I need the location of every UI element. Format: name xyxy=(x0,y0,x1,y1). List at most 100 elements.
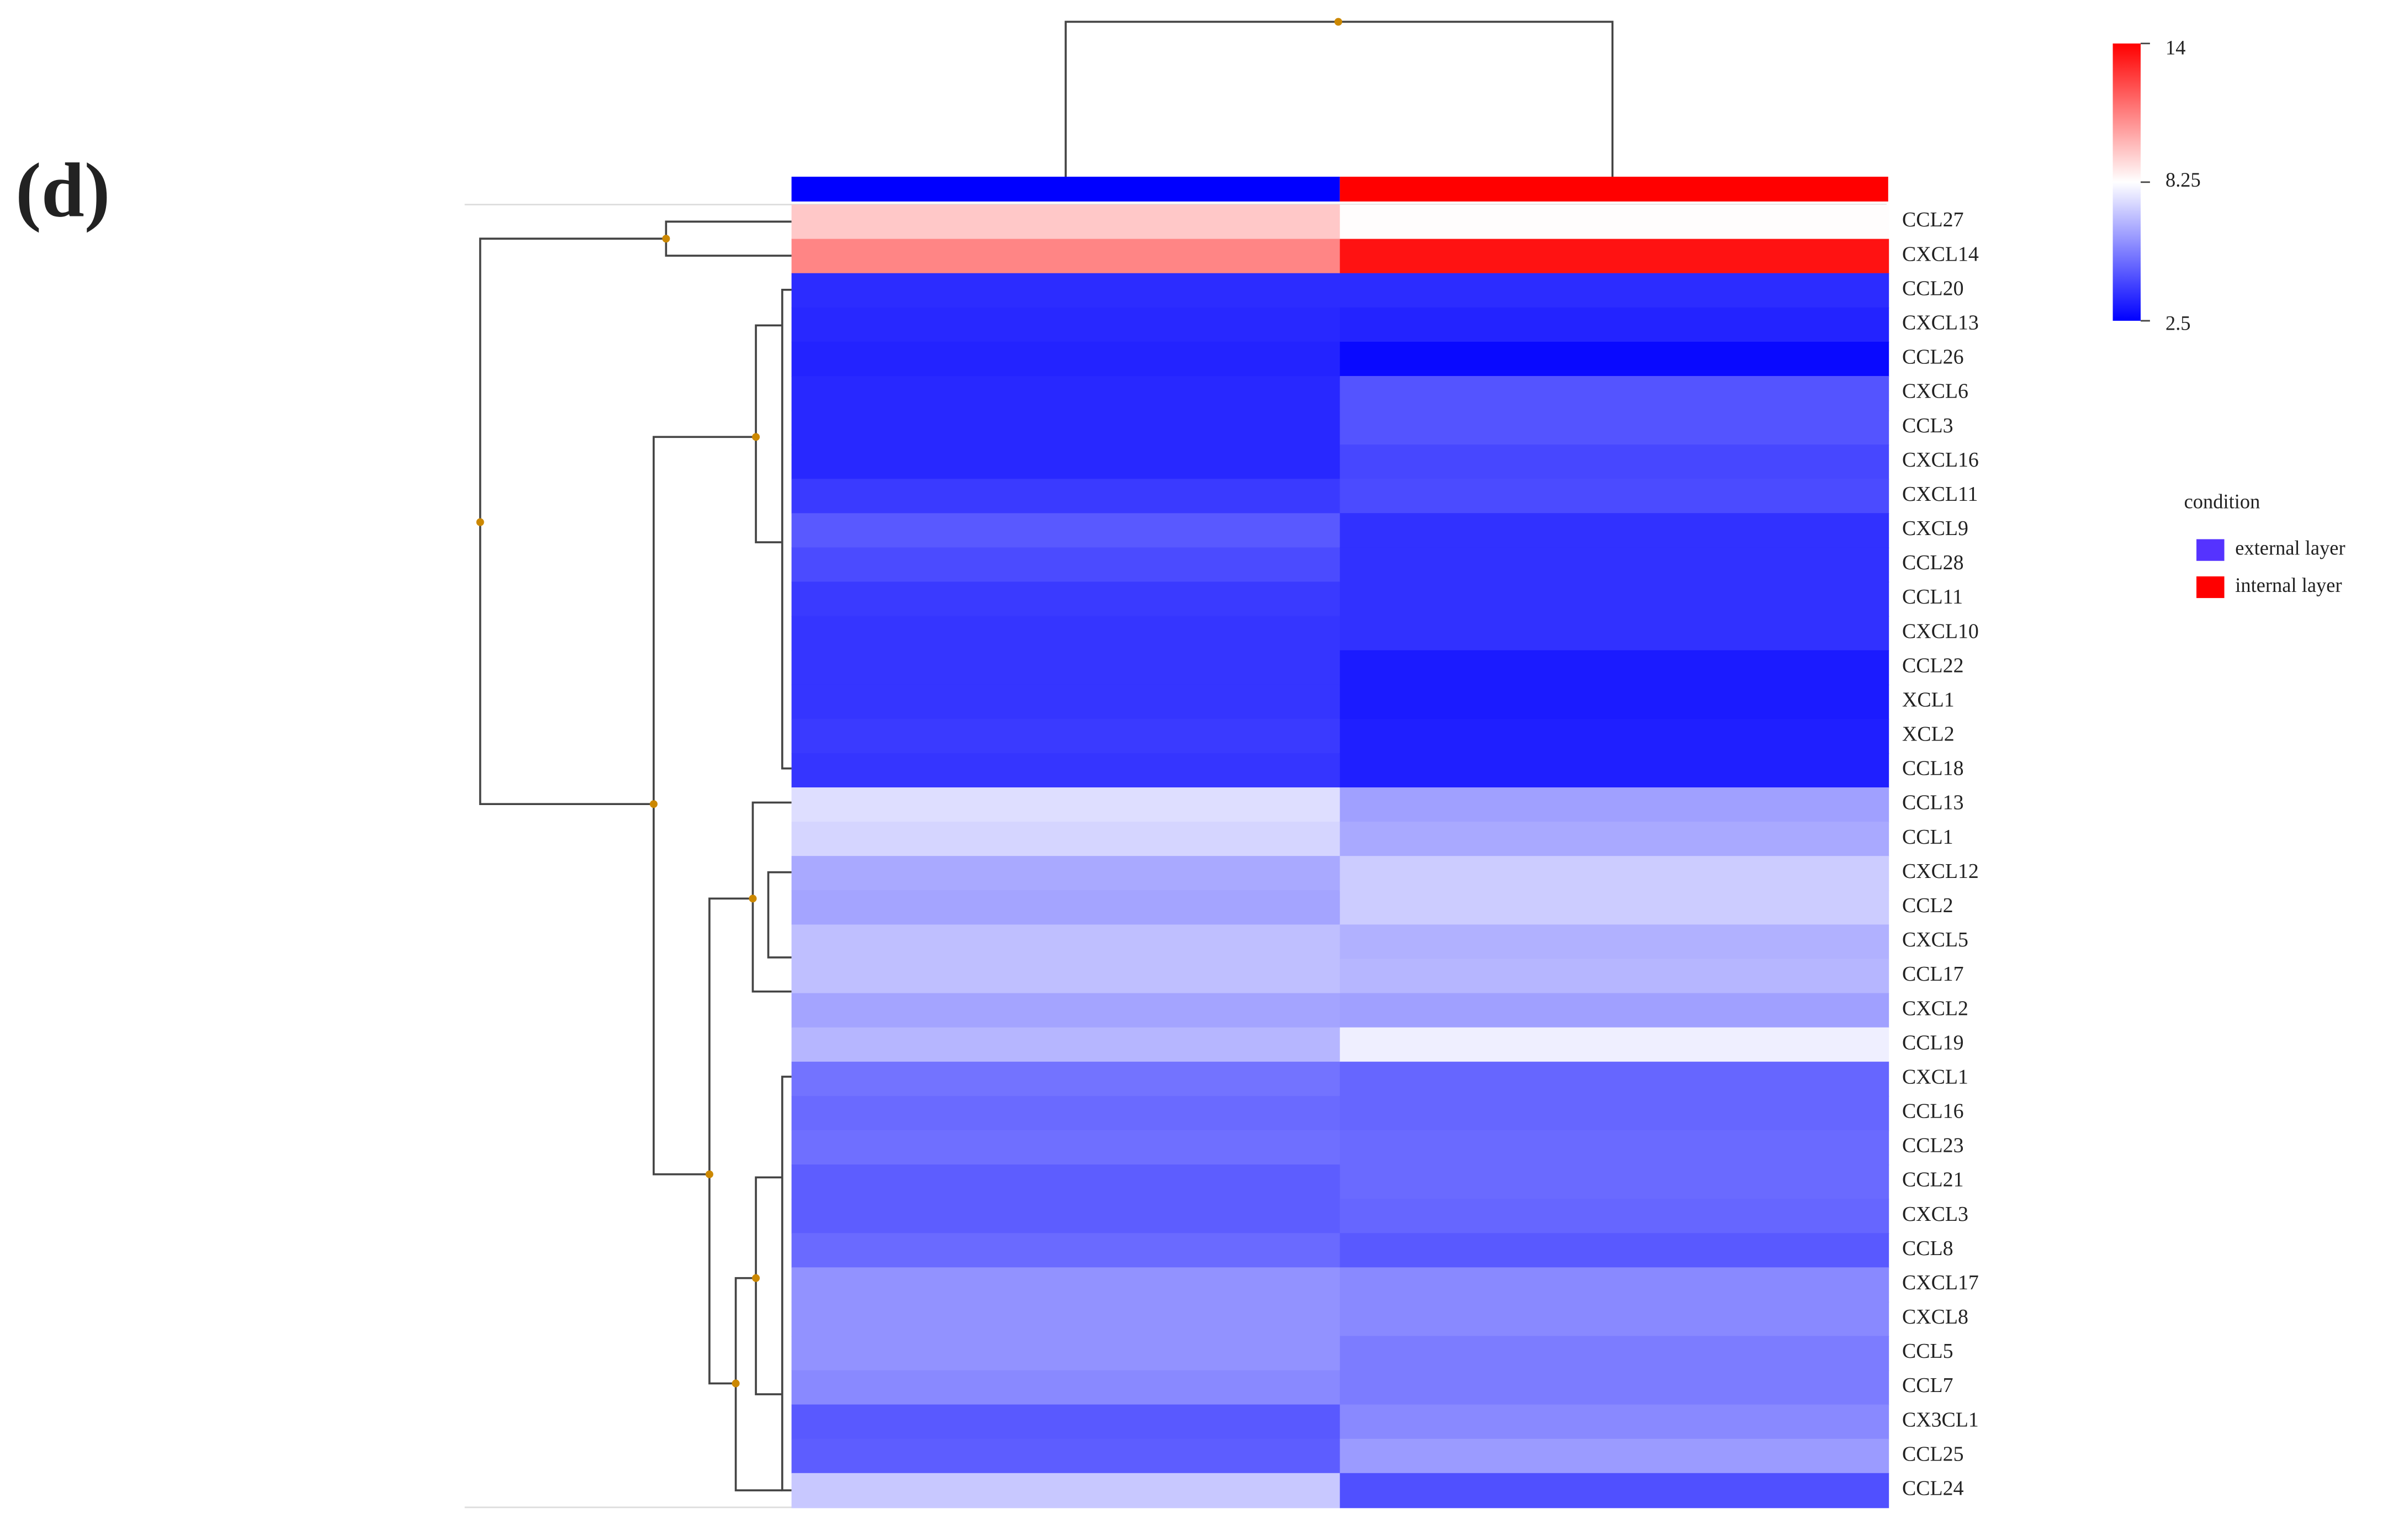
heatmap-cell xyxy=(1339,307,1889,343)
heatmap-cell xyxy=(1339,1301,1889,1337)
row-label: CXCL1 xyxy=(1902,1065,1968,1088)
heatmap-cell xyxy=(1339,1404,1889,1440)
column-dendrogram xyxy=(1065,18,1614,177)
heatmap-cell xyxy=(791,822,1341,857)
row-label: CCL3 xyxy=(1902,414,1953,437)
heatmap-cell xyxy=(1339,650,1889,686)
row-label: CXCL5 xyxy=(1902,928,1968,951)
row-label: CXCL3 xyxy=(1902,1203,1968,1226)
heatmap-cell xyxy=(1339,581,1889,617)
heatmap-cell xyxy=(791,410,1341,446)
heatmap-cell xyxy=(1339,1267,1889,1303)
heatmap-cell xyxy=(791,479,1341,514)
row-label: CCL19 xyxy=(1902,1031,1964,1054)
row-label: CXCL9 xyxy=(1902,517,1968,540)
colorbar-tick-label: 14 xyxy=(2165,36,2185,59)
row-label: CCL13 xyxy=(1902,791,1964,814)
heatmap-cell xyxy=(1339,616,1889,652)
row-label: CCL25 xyxy=(1902,1442,1964,1465)
row-label: CXCL12 xyxy=(1902,860,1979,883)
heatmap-cell xyxy=(791,1130,1341,1166)
column-annotation xyxy=(1339,177,1888,202)
heatmap-cell xyxy=(1339,444,1889,480)
heatmap-cell xyxy=(1339,239,1889,274)
colorbar xyxy=(2112,43,2141,321)
heatmap-cell xyxy=(791,581,1341,617)
heatmap-cell xyxy=(1339,1233,1889,1268)
heatmap-cell xyxy=(791,307,1341,343)
row-label: CCL27 xyxy=(1902,208,1964,231)
colorbar-tick-label: 2.5 xyxy=(2165,313,2191,335)
row-label: CCL17 xyxy=(1902,962,1964,986)
heatmap-cell xyxy=(791,993,1341,1029)
column-annotation xyxy=(791,177,1340,202)
colorbar-tick-label: 8.25 xyxy=(2165,169,2201,191)
heatmap-cell xyxy=(791,1061,1341,1097)
heatmap-cell xyxy=(791,787,1341,823)
row-label: CCL5 xyxy=(1902,1340,1953,1363)
heatmap-cell xyxy=(1339,856,1889,891)
heatmap-cell xyxy=(791,650,1341,686)
heatmap-cell xyxy=(1339,1199,1889,1234)
row-label: CCL11 xyxy=(1902,585,1963,608)
row-label: CCL22 xyxy=(1902,654,1964,677)
heatmap-cell xyxy=(1339,375,1889,411)
heatmap-cell xyxy=(791,1096,1341,1131)
heatmap-cell xyxy=(791,204,1341,240)
heatmap-cell xyxy=(791,890,1341,925)
heatmap-cell xyxy=(791,239,1341,274)
heatmap-cell xyxy=(1339,822,1889,857)
heatmap-cell xyxy=(1339,753,1889,788)
heatmap-cell xyxy=(1339,204,1889,240)
heatmap-cell xyxy=(791,1336,1341,1371)
heatmap-cell xyxy=(791,856,1341,891)
heatmap-cell xyxy=(1339,1061,1889,1097)
row-label: XCL2 xyxy=(1902,723,1955,746)
row-label: CCL2 xyxy=(1902,894,1953,917)
heatmap-cell xyxy=(791,1301,1341,1337)
row-label: CCL1 xyxy=(1902,825,1953,849)
row-label: CXCL13 xyxy=(1902,311,1979,335)
heatmap-cell xyxy=(791,1370,1341,1406)
row-label: CXCL6 xyxy=(1902,380,1968,403)
heatmap-cell xyxy=(791,718,1341,754)
heatmap-cell xyxy=(791,513,1341,548)
heatmap-cell xyxy=(1339,1473,1889,1509)
heatmap-cell xyxy=(1339,1164,1889,1200)
heatmap-cell xyxy=(1339,513,1889,548)
heatmap-cell xyxy=(1339,1438,1889,1474)
row-label: CXCL14 xyxy=(1902,242,1979,266)
legend-label: internal layer xyxy=(2235,574,2342,596)
heatmap-cell xyxy=(1339,684,1889,720)
heatmap-cell xyxy=(791,1199,1341,1234)
heatmap-cell xyxy=(1339,273,1889,309)
panel-label: (d) xyxy=(15,147,110,233)
legend-swatch xyxy=(2196,539,2225,561)
row-label: CXCL17 xyxy=(1902,1271,1979,1294)
heatmap-cell xyxy=(791,1027,1341,1063)
heatmap-cell xyxy=(791,375,1341,411)
heatmap-cell xyxy=(1339,718,1889,754)
heatmap-cell xyxy=(791,273,1341,309)
legend-label: external layer xyxy=(2235,537,2345,559)
legend-title: condition xyxy=(2184,490,2260,512)
heatmap-cell xyxy=(1339,1336,1889,1371)
heatmap-cell xyxy=(1339,1130,1889,1166)
heatmap-cell xyxy=(791,684,1341,720)
heatmap-cell xyxy=(1339,787,1889,823)
heatmap-cell xyxy=(791,1267,1341,1303)
heatmap-cell xyxy=(791,341,1341,377)
row-label: CXCL10 xyxy=(1902,620,1979,643)
heatmap-cell xyxy=(791,959,1341,994)
heatmap-cell xyxy=(1339,1370,1889,1406)
row-label: CCL7 xyxy=(1902,1374,1953,1397)
heatmap-cell xyxy=(1339,547,1889,583)
heatmap-cell xyxy=(791,547,1341,583)
heatmap-cell xyxy=(791,924,1341,960)
row-label: CCL28 xyxy=(1902,551,1964,574)
heatmap-cell xyxy=(1339,924,1889,960)
row-label: CXCL2 xyxy=(1902,997,1968,1020)
row-label: CCL20 xyxy=(1902,277,1964,300)
